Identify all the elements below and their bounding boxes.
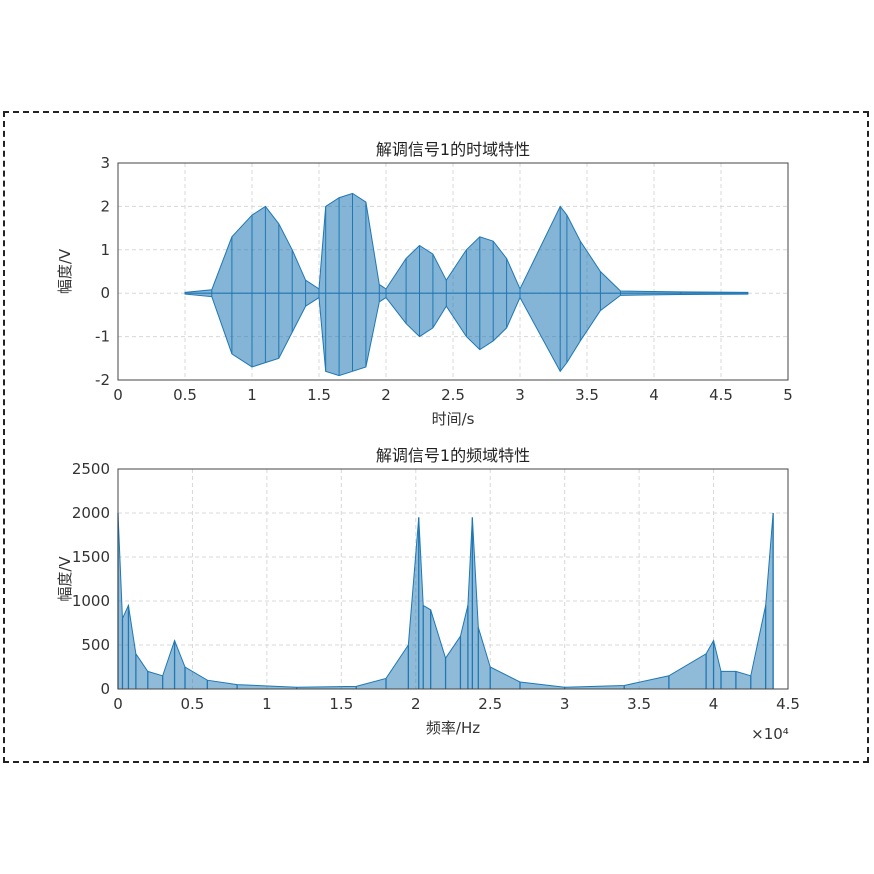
time-domain-y-ticks: -2 -1 0 1 2 3 <box>95 154 110 389</box>
x-tick-label: 2.5 <box>441 386 465 404</box>
freq-domain-x-multiplier: ×10⁴ <box>751 725 789 743</box>
freq-domain-title: 解调信号1的频域特性 <box>376 446 530 465</box>
x-tick-label: 5 <box>783 386 793 404</box>
x-tick-label: 1 <box>247 386 257 404</box>
y-tick-label: 1500 <box>72 548 110 566</box>
y-tick-label: 2000 <box>72 504 110 522</box>
x-tick-label: 4.5 <box>776 695 800 713</box>
x-tick-label: 1.5 <box>329 695 353 713</box>
x-tick-label: 2 <box>381 386 391 404</box>
time-domain-panel: 0 0.5 1 1.5 2 2.5 3 3.5 4 4.5 5 -2 -1 0 1 2 3 解调信号1的时域特… <box>56 140 793 428</box>
x-tick-label: 1.5 <box>307 386 331 404</box>
x-tick-label: 0.5 <box>173 386 197 404</box>
y-tick-label: 2 <box>100 197 110 215</box>
freq-domain-panel: 0 0.5 1 1.5 2 2.5 3 3.5 4 4.5 0 500 1000 1500 2000 250… <box>56 446 800 743</box>
time-domain-trace <box>184 192 749 377</box>
time-domain-title: 解调信号1的时域特性 <box>376 140 530 159</box>
time-domain-x-ticks: 0 0.5 1 1.5 2 2.5 3 3.5 4 4.5 5 <box>113 386 793 404</box>
y-tick-label: -2 <box>95 371 110 389</box>
y-tick-label: 500 <box>81 636 110 654</box>
time-domain-axes-frame <box>117 162 789 381</box>
freq-domain-x-ticks: 0 0.5 1 1.5 2 2.5 3 3.5 4 4.5 <box>113 695 800 713</box>
y-tick-label: 1 <box>100 241 110 259</box>
x-tick-label: 3 <box>560 695 570 713</box>
x-tick-label: 1 <box>262 695 272 713</box>
y-tick-label: 0 <box>100 680 110 698</box>
freq-domain-y-ticks: 0 500 1000 1500 2000 2500 <box>72 460 110 698</box>
x-tick-label: 4 <box>709 695 719 713</box>
freq-domain-xlabel: 频率/Hz <box>426 719 480 737</box>
x-tick-label: 4.5 <box>709 386 733 404</box>
y-tick-label: 1000 <box>72 592 110 610</box>
y-tick-label: 3 <box>100 154 110 172</box>
x-tick-label: 4 <box>649 386 659 404</box>
x-tick-label: 3 <box>515 386 525 404</box>
x-tick-label: 3.5 <box>575 386 599 404</box>
x-tick-label: 0 <box>113 695 123 713</box>
time-domain-xlabel: 时间/s <box>432 410 475 428</box>
x-tick-label: 0 <box>113 386 123 404</box>
y-tick-label: -1 <box>95 328 110 346</box>
freq-domain-ylabel: 幅度/V <box>56 556 74 602</box>
time-domain-ylabel: 幅度/V <box>56 248 74 294</box>
x-tick-label: 3.5 <box>627 695 651 713</box>
x-tick-label: 2.5 <box>478 695 502 713</box>
x-tick-label: 2 <box>411 695 421 713</box>
freq-domain-axes-frame <box>117 468 789 690</box>
y-tick-label: 2500 <box>72 460 110 478</box>
y-tick-label: 0 <box>100 284 110 302</box>
x-tick-label: 0.5 <box>181 695 205 713</box>
